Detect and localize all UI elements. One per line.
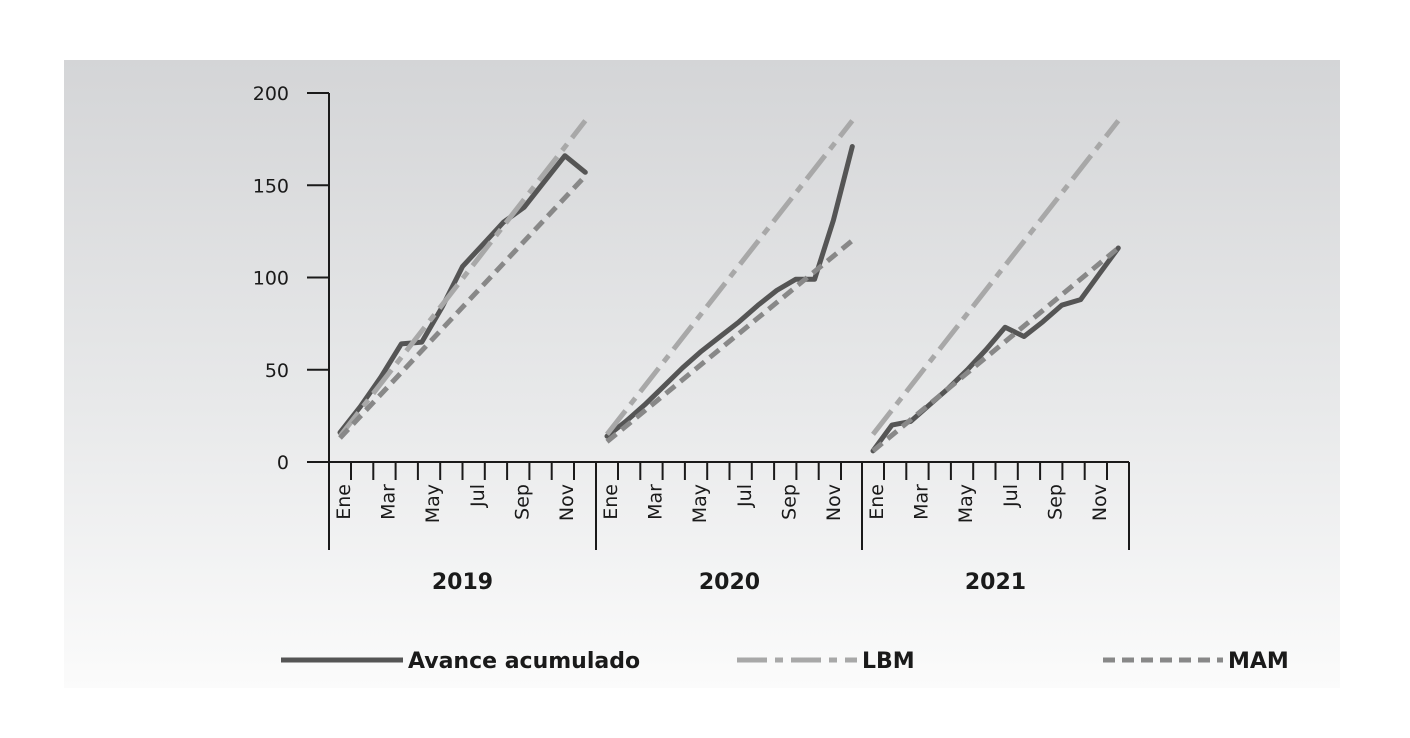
month-label: May	[422, 484, 444, 523]
month-label: Mar	[911, 484, 933, 520]
series-line-lbm	[605, 119, 855, 436]
month-label: Sep	[778, 484, 800, 520]
month-label: May	[955, 484, 977, 523]
series-line-avance-acumulado	[337, 153, 588, 435]
month-label: Jul	[467, 484, 489, 508]
legend-label: MAM	[1228, 649, 1289, 674]
series-line-avance-acumulado	[870, 245, 1121, 454]
axes: 0 50 100 150 200 Ene Mar May Jul Sep Nov 2019 Ene Mar…	[253, 83, 1130, 595]
y-tick-label: 150	[253, 175, 289, 197]
series-line-mam	[871, 246, 1120, 453]
month-label: Sep	[1044, 484, 1066, 520]
legend-label: LBM	[862, 649, 915, 674]
month-label: Ene	[600, 484, 622, 520]
series-line-lbm	[871, 119, 1121, 436]
y-tick-label: 0	[277, 452, 289, 474]
series-line-avance-acumulado	[604, 144, 855, 439]
series-line-mam	[338, 174, 588, 440]
month-label: Nov	[1089, 484, 1111, 521]
month-label: Jul	[734, 484, 756, 508]
month-label: Ene	[866, 484, 888, 520]
legend: Avance acumulado LBM MAM	[281, 649, 1289, 674]
series-line-mam	[605, 238, 854, 444]
year-label: 2021	[965, 570, 1026, 595]
month-label: May	[689, 484, 711, 523]
series-line-lbm	[338, 119, 588, 438]
month-label: Jul	[1000, 484, 1022, 508]
month-label: Ene	[333, 484, 355, 520]
year-label: 2020	[699, 570, 760, 595]
series-layer	[337, 119, 1121, 454]
month-label: Mar	[645, 484, 667, 520]
year-label: 2019	[432, 570, 493, 595]
month-label: Sep	[511, 484, 533, 520]
y-tick-label: 100	[253, 268, 289, 290]
y-tick-label: 200	[253, 83, 289, 105]
month-label: Mar	[378, 484, 400, 520]
chart-background	[64, 60, 1340, 688]
legend-label: Avance acumulado	[408, 649, 640, 674]
month-label: Nov	[823, 484, 845, 521]
y-tick-label: 50	[265, 360, 289, 382]
month-label: Nov	[556, 484, 578, 521]
